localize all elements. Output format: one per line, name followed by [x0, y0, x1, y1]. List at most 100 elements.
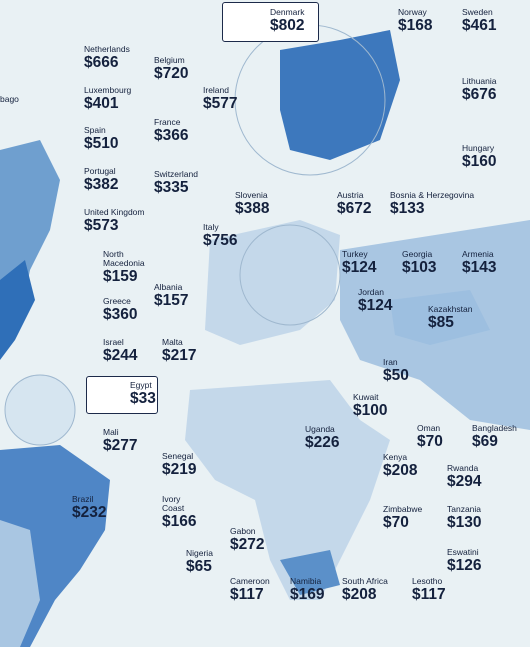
country-amount: $208 [383, 461, 418, 479]
country-label: Belgium $720 [154, 56, 188, 82]
country-label: Luxembourg $401 [84, 86, 131, 112]
country-label: Kenya $208 [383, 453, 417, 479]
country-name: Portugal [84, 166, 116, 176]
country-amount: $577 [203, 94, 238, 112]
country-name: Brazil [72, 494, 94, 504]
country-amount: $168 [398, 16, 433, 34]
country-name: North Macedonia [103, 249, 145, 268]
country-amount: $124 [358, 296, 393, 314]
country-name: Ireland [203, 85, 229, 95]
country-amount: $388 [235, 199, 270, 217]
country-label: Austria $672 [337, 191, 371, 217]
country-label: Denmark $802 [270, 8, 304, 34]
country-label: Namibia $169 [290, 577, 324, 603]
europe-zoom-circle [239, 224, 341, 326]
country-name: Zimbabwe [383, 504, 423, 514]
country-amount: $166 [162, 512, 197, 530]
country-label: Rwanda $294 [447, 464, 481, 490]
country-label: Spain $510 [84, 126, 118, 152]
country-label: Eswatini $126 [447, 548, 481, 574]
highlight-box [86, 376, 158, 414]
country-name: Uganda [305, 424, 335, 434]
south-america-light [0, 520, 40, 647]
country-amount: $208 [342, 585, 377, 603]
highlight-box [222, 2, 319, 42]
country-amount: $69 [472, 432, 498, 450]
country-amount: $226 [305, 433, 340, 451]
country-name: Senegal [162, 451, 194, 461]
country-amount: $335 [154, 178, 189, 196]
europe [205, 220, 340, 345]
country-amount: $382 [84, 175, 119, 193]
country-label: Senegal $219 [162, 452, 196, 478]
country-name: Italy [203, 222, 219, 232]
country-amount: $143 [462, 258, 497, 276]
country-amount: $126 [447, 556, 482, 574]
europe-inset [280, 30, 400, 160]
country-label: Switzerland $335 [154, 170, 198, 196]
country-amount: $232 [72, 503, 107, 521]
country-label: Hungary $160 [462, 144, 496, 170]
country-label: Ireland $577 [203, 86, 237, 112]
country-name: Armenia [462, 249, 494, 259]
country-label: Malta $217 [162, 338, 196, 364]
country-amount: $159 [103, 267, 138, 285]
country-name: Spain [84, 125, 106, 135]
country-amount: $756 [203, 231, 238, 249]
country-name: Namibia [290, 576, 322, 586]
north-america-east [0, 260, 35, 360]
country-name: Turkey [342, 249, 368, 259]
country-name: Egypt [130, 380, 152, 390]
country-label: Portugal $382 [84, 167, 118, 193]
country-name: Slovenia [235, 190, 268, 200]
country-label: Armenia $143 [462, 250, 496, 276]
country-name: Bosnia & Herzegovina [390, 190, 475, 200]
country-label: Brazil $232 [72, 495, 106, 521]
country-name: Albania [154, 282, 183, 292]
country-amount: $401 [84, 94, 119, 112]
country-amount: $294 [447, 472, 482, 490]
country-amount: $219 [162, 460, 197, 478]
country-name: United Kingdom [84, 207, 145, 217]
country-name: Cameroon [230, 576, 270, 586]
country-amount: $666 [84, 53, 119, 71]
country-name: Malta [162, 337, 183, 347]
country-amount: $33 [130, 389, 156, 407]
country-amount: $169 [290, 585, 325, 603]
caribbean-circle [4, 374, 76, 446]
country-label: Zimbabwe $70 [383, 505, 422, 531]
country-label: Ivory Coast $166 [162, 495, 202, 530]
country-name: Greece [103, 296, 131, 306]
country-label: Jordan $124 [358, 288, 392, 314]
country-name: Hungary [462, 143, 495, 153]
country-name: Sweden [462, 7, 493, 17]
country-amount: $103 [402, 258, 437, 276]
country-label: Nigeria $65 [186, 549, 213, 575]
country-name: Lesotho [412, 576, 443, 586]
country-label: Kazakhstan $85 [428, 305, 472, 331]
country-amount: $366 [154, 126, 189, 144]
country-label: Cameroon $117 [230, 577, 270, 603]
country-name: Iran [383, 357, 398, 367]
country-name: Nigeria [186, 548, 213, 558]
country-name: Jordan [358, 287, 384, 297]
country-amount: $50 [383, 366, 409, 384]
country-amount: $157 [154, 291, 189, 309]
country-label: Uganda $226 [305, 425, 339, 451]
country-name: France [154, 117, 181, 127]
country-label: Sweden $461 [462, 8, 496, 34]
country-label: South Africa $208 [342, 577, 388, 603]
country-amount: $117 [230, 585, 264, 603]
country-amount: $573 [84, 216, 119, 234]
country-label: Egypt $33 [130, 381, 156, 407]
country-name: South Africa [342, 576, 388, 586]
country-amount: $117 [412, 585, 446, 603]
country-name: Norway [398, 7, 427, 17]
country-name: Tanzania [447, 504, 482, 514]
country-amount: $360 [103, 305, 138, 323]
country-label: Slovenia $388 [235, 191, 269, 217]
country-name: Eswatini [447, 547, 479, 557]
country-label: Tanzania $130 [447, 505, 481, 531]
